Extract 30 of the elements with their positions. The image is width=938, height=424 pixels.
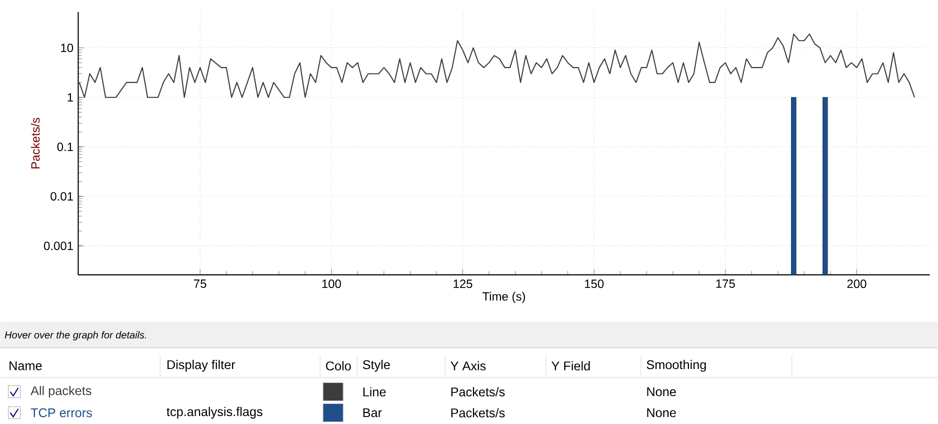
text: Y Field <box>552 361 590 371</box>
y-tick-label: 0.01 <box>50 192 73 201</box>
x-tick-label: 200 <box>847 280 866 288</box>
text: Smoothing <box>646 360 706 372</box>
x-axis-title: Time (s) <box>482 292 526 304</box>
text: None <box>647 408 676 418</box>
y-axis-title: Packets/s <box>30 118 40 169</box>
x-tick-label: 100 <box>322 280 341 288</box>
text: Style <box>362 360 390 372</box>
text: Y Axis <box>450 361 486 371</box>
text: Line <box>363 387 386 397</box>
text: All packets <box>30 386 92 398</box>
text: TCP errors <box>30 408 92 418</box>
text: Name <box>10 361 42 370</box>
text: tcp.analysis.flags <box>166 406 262 419</box>
y-tick-label: 0.001 <box>44 242 73 250</box>
x-tick-label: 150 <box>584 280 604 288</box>
text: Colo <box>326 361 351 371</box>
y-tick-label: 10 <box>61 44 74 52</box>
y-tick-label: 1 <box>68 93 73 102</box>
text: Hover over the graph for details. <box>4 331 146 341</box>
text: None <box>647 387 676 396</box>
text: Packets/s <box>451 408 505 418</box>
text: Packets/s <box>451 387 505 397</box>
text: Bar <box>363 408 382 418</box>
y-tick-label: 0.1 <box>57 142 73 152</box>
x-tick-label: 125 <box>454 280 472 288</box>
x-tick-label: 75 <box>194 280 206 288</box>
text: Display filter <box>167 360 236 372</box>
x-tick-label: 175 <box>716 280 735 288</box>
